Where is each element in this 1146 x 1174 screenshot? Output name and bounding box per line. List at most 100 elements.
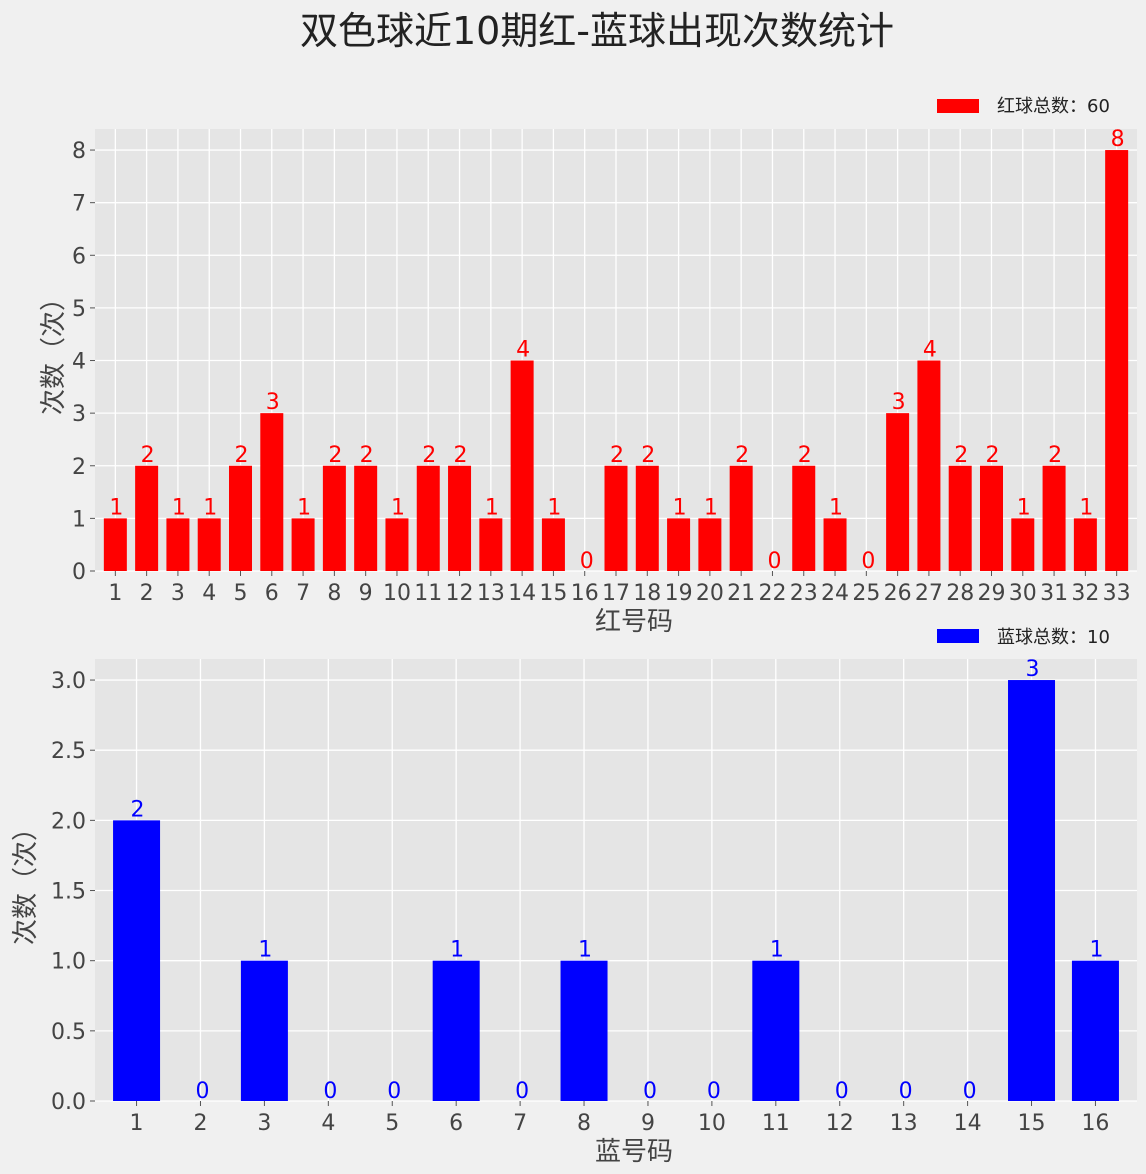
x-tick-label: 26 [884,581,912,606]
y-tick-label: 6 [72,244,86,269]
bar [604,465,628,571]
x-tick-label: 8 [577,1111,591,1136]
y-tick-label: 1 [72,507,86,532]
x-tick-label: 12 [826,1111,854,1136]
bar [432,960,480,1101]
bar [322,465,346,571]
y-tick-label: 0 [72,560,86,585]
bar-value-label: 1 [770,938,784,963]
x-tick-label: 11 [414,581,442,606]
y-tick-label: 1.5 [51,880,86,905]
bar [635,465,659,571]
bar-value-label: 8 [1111,127,1125,152]
x-tick-label: 25 [852,581,880,606]
bar-value-label: 2 [328,443,342,468]
bar [752,960,800,1101]
x-tick-label: 32 [1071,581,1099,606]
bar-value-label: 2 [798,443,812,468]
bar [886,413,910,571]
bar [103,518,127,571]
x-tick-label: 12 [446,581,474,606]
bar-value-label: 0 [387,1079,401,1104]
y-axis-label: 次数（次） [39,285,69,415]
x-tick-label: 1 [108,581,122,606]
bar [560,960,608,1101]
bar-value-label: 2 [610,443,624,468]
bar-value-label: 2 [131,797,145,822]
bar [1071,960,1119,1101]
bar-value-label: 1 [109,495,123,520]
x-tick-label: 10 [383,581,411,606]
bar-value-label: 4 [923,338,937,363]
bar [229,465,253,571]
x-tick-label: 6 [449,1111,463,1136]
bar-value-label: 1 [704,495,718,520]
bar [416,465,440,571]
bar [197,518,221,571]
bar-value-label: 3 [1026,657,1040,682]
x-tick-label: 4 [202,581,216,606]
x-tick-label: 14 [954,1111,982,1136]
bar-value-label: 2 [1048,443,1062,468]
bar [667,518,691,571]
bar-value-label: 1 [547,495,561,520]
bar-value-label: 3 [266,390,280,415]
bar-value-label: 1 [172,495,186,520]
x-tick-label: 20 [696,581,724,606]
x-tick-label: 4 [321,1111,335,1136]
y-tick-label: 2 [72,455,86,480]
y-tick-label: 8 [72,139,86,164]
x-tick-label: 11 [762,1111,790,1136]
bar [541,518,565,571]
x-tick-label: 7 [296,581,310,606]
bar-value-label: 2 [735,443,749,468]
x-tick-label: 5 [385,1111,399,1136]
bar [729,465,753,571]
y-tick-label: 1.0 [51,950,86,975]
bar-value-label: 0 [323,1079,337,1104]
bar [448,465,472,571]
legend-label: 蓝球总数：10 [997,627,1110,648]
bar [1011,518,1035,571]
legend-swatch [937,629,979,643]
x-tick-label: 9 [359,581,373,606]
x-tick-label: 13 [477,581,505,606]
x-tick-label: 17 [602,581,630,606]
bar-value-label: 3 [892,390,906,415]
bar-value-label: 2 [954,443,968,468]
bar-value-label: 1 [203,495,217,520]
x-tick-label: 22 [758,581,786,606]
bar [1008,680,1056,1101]
x-tick-label: 7 [513,1111,527,1136]
bar [135,465,159,571]
x-tick-label: 2 [193,1111,207,1136]
x-tick-label: 13 [890,1111,918,1136]
x-tick-label: 10 [698,1111,726,1136]
bar [113,820,161,1101]
x-tick-label: 19 [665,581,693,606]
bar-value-label: 0 [767,549,781,574]
bar [948,465,972,571]
y-tick-label: 4 [72,350,86,375]
x-tick-label: 31 [1040,581,1068,606]
bar-value-label: 1 [578,938,592,963]
bar-value-label: 0 [580,549,594,574]
bar-value-label: 0 [195,1079,209,1104]
bar-value-label: 1 [258,938,272,963]
chart-title: 双色球近10期红-蓝球出现次数统计 [300,9,894,53]
bar-value-label: 2 [641,443,655,468]
bar [917,360,941,571]
x-tick-label: 6 [265,581,279,606]
bar-value-label: 2 [985,443,999,468]
bar-value-label: 1 [673,495,687,520]
bar [260,413,284,571]
y-tick-label: 2.5 [51,739,86,764]
x-tick-label: 14 [508,581,536,606]
bar-value-label: 1 [1089,938,1103,963]
x-tick-label: 9 [641,1111,655,1136]
x-tick-label: 16 [1081,1111,1109,1136]
